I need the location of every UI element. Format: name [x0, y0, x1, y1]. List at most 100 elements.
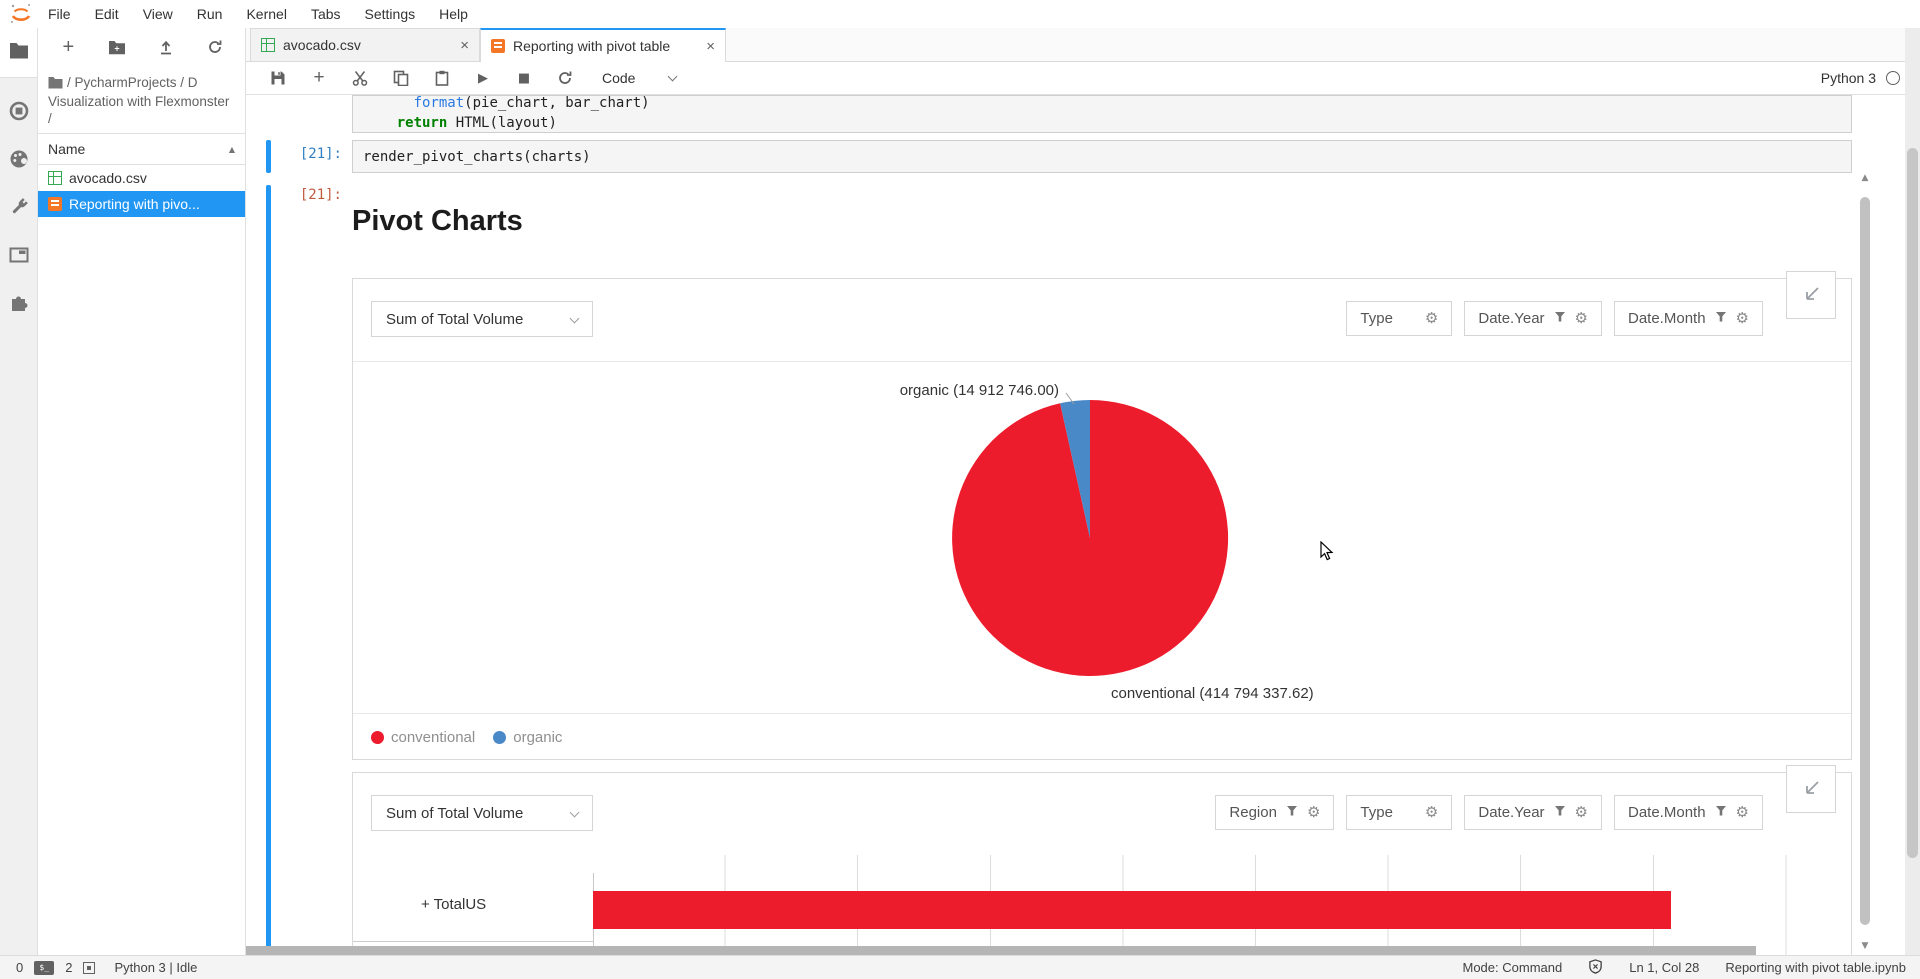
save-button[interactable] — [268, 68, 288, 88]
sidebar-tab-file-browser[interactable] — [0, 28, 37, 78]
horizontal-scrollbar-thumb[interactable] — [246, 946, 1756, 955]
gear-icon[interactable]: ⚙ — [1424, 803, 1439, 821]
mouse-cursor — [1320, 540, 1334, 567]
file-list-name-header[interactable]: Name ▲ — [38, 133, 245, 165]
cursor-position[interactable]: Ln 1, Col 28 — [1629, 960, 1700, 975]
filter-chip-date-month[interactable]: Date.Month ⚙ — [1614, 795, 1763, 830]
restart-kernel-button[interactable] — [555, 68, 575, 88]
filter-chip-type[interactable]: Type ⚙ — [1346, 795, 1453, 830]
minimize-chart-button[interactable] — [1786, 271, 1836, 319]
trust-shield-icon — [1588, 958, 1603, 977]
gear-icon[interactable]: ⚙ — [1735, 803, 1749, 821]
code-cell-input[interactable]: render_pivot_charts(charts) — [352, 140, 1852, 173]
kernel-status-icon — [1886, 71, 1900, 85]
menu-run[interactable]: Run — [196, 6, 223, 22]
sidebar-tab-extensions[interactable] — [0, 292, 37, 318]
sidebar-tab-running[interactable] — [0, 100, 37, 126]
funnel-icon[interactable] — [1715, 310, 1727, 327]
pie-slice-conventional[interactable] — [952, 399, 1229, 676]
file-row-reporting-notebook[interactable]: Reporting with pivo... — [38, 191, 245, 217]
funnel-icon[interactable] — [1554, 310, 1566, 327]
legend-item-conventional[interactable]: conventional — [371, 729, 475, 746]
terminals-count[interactable]: 0 — [16, 960, 24, 975]
pie-label-organic: organic (14 912 746.00) — [900, 382, 1059, 399]
menu-tabs[interactable]: Tabs — [310, 6, 341, 22]
stop-circle-icon — [9, 101, 29, 126]
menu-edit[interactable]: Edit — [94, 6, 119, 22]
filter-chip-date-year[interactable]: Date.Year ⚙ — [1464, 795, 1602, 830]
filter-chip-region[interactable]: Region ⚙ — [1215, 795, 1335, 830]
cell-collapser[interactable] — [266, 140, 271, 173]
copy-cells-button[interactable] — [391, 68, 411, 88]
filter-chip-date-year[interactable]: Date.Year ⚙ — [1464, 301, 1602, 336]
bar-totalus[interactable] — [593, 891, 1671, 929]
notebook-toolbar: + ▶ ■ Code Python 3 — [246, 62, 1920, 95]
run-cell-button[interactable]: ▶ — [478, 70, 488, 86]
vertical-scrollbar-thumb[interactable] — [1860, 197, 1870, 925]
gear-icon[interactable]: ⚙ — [1306, 803, 1321, 821]
menu-view[interactable]: View — [142, 6, 173, 22]
filter-chip-date-month[interactable]: Date.Month ⚙ — [1614, 301, 1763, 336]
cut-cells-button[interactable] — [350, 68, 370, 88]
funnel-icon[interactable] — [1715, 804, 1727, 821]
new-folder-button[interactable]: + — [103, 34, 131, 60]
filter-chip-type[interactable]: Type ⚙ — [1346, 301, 1453, 336]
cell-collapser[interactable] — [266, 185, 271, 951]
tab-avocado-csv[interactable]: avocado.csv × — [250, 28, 480, 61]
sidebar-tab-property-inspector[interactable] — [0, 196, 37, 222]
notebook-file-icon — [491, 39, 505, 53]
gear-icon[interactable]: ⚙ — [1424, 309, 1439, 327]
notebook-scrollbar[interactable]: ▲ ▼ — [1857, 173, 1873, 951]
measure-dropdown[interactable]: Sum of Total Volume — [371, 301, 593, 337]
menu-settings[interactable]: Settings — [364, 6, 416, 22]
command-mode-indicator[interactable]: Mode: Command — [1462, 960, 1563, 975]
chevron-down-icon — [569, 313, 580, 323]
puzzle-icon — [9, 293, 29, 318]
pie-chart-area: organic (14 912 746.00) conventional (41… — [353, 361, 1851, 713]
kernel-status-text[interactable]: Python 3 | Idle — [114, 960, 198, 975]
paste-cells-button[interactable] — [432, 68, 452, 88]
chevron-down-icon — [668, 71, 678, 81]
tab-reporting-notebook[interactable]: Reporting with pivot table × — [480, 28, 726, 62]
funnel-icon[interactable] — [1286, 804, 1298, 821]
scroll-down-icon[interactable]: ▼ — [1861, 941, 1869, 951]
add-cell-button[interactable]: + — [313, 67, 325, 88]
pie-slice-organic[interactable] — [1060, 400, 1090, 538]
bar-chart-area: + TotalUS — [353, 855, 1851, 955]
window-scrollbar-thumb[interactable] — [1907, 148, 1918, 858]
minimize-chart-button[interactable] — [1786, 765, 1836, 813]
new-launcher-button[interactable]: + — [62, 35, 75, 58]
pie-label-conventional: conventional (414 794 337.62) — [1111, 685, 1314, 702]
funnel-icon[interactable] — [1554, 804, 1566, 821]
input-prompt: [21]: — [299, 146, 342, 162]
menu-help[interactable]: Help — [439, 6, 468, 22]
gear-icon[interactable]: ⚙ — [1574, 309, 1588, 327]
menu-kernel[interactable]: Kernel — [246, 6, 287, 22]
menu-file[interactable]: File — [48, 6, 71, 22]
legend-item-organic[interactable]: organic — [493, 729, 562, 746]
pivot-toolbar: Sum of Total Volume Type ⚙ Date.Year ⚙ — [353, 271, 1851, 361]
breadcrumb[interactable]: / PycharmProjects / D Visualization with… — [48, 75, 230, 126]
row-separator — [353, 941, 593, 942]
upload-button[interactable] — [152, 34, 180, 60]
bar-row-label[interactable]: + TotalUS — [421, 896, 487, 913]
kernel-indicator[interactable]: Python 3 — [1821, 70, 1900, 86]
kernels-count[interactable]: 2 — [65, 960, 73, 975]
notebook-file-icon — [48, 197, 62, 211]
pivot-chart-bar: Sum of Total Volume Region ⚙ Type ⚙ — [352, 765, 1852, 955]
gear-icon[interactable]: ⚙ — [1735, 309, 1749, 327]
gear-icon[interactable]: ⚙ — [1574, 803, 1588, 821]
code-cell-partial[interactable]: format(pie_chart, bar_chart) return HTML… — [352, 95, 1852, 133]
file-row-avocado-csv[interactable]: avocado.csv — [38, 165, 245, 191]
stop-kernel-button[interactable]: ■ — [517, 70, 531, 86]
close-tab-icon[interactable]: × — [706, 37, 715, 55]
refresh-button[interactable] — [201, 34, 229, 60]
window-scrollbar[interactable] — [1905, 28, 1920, 955]
cell-type-dropdown[interactable]: Code — [602, 70, 678, 86]
sidebar-tab-open-tabs[interactable] — [0, 244, 37, 270]
tab-bar: avocado.csv × Reporting with pivot table… — [246, 28, 1920, 62]
scroll-up-icon[interactable]: ▲ — [1861, 173, 1869, 183]
sidebar-tab-commands[interactable] — [0, 148, 37, 174]
measure-dropdown[interactable]: Sum of Total Volume — [371, 795, 593, 831]
close-tab-icon[interactable]: × — [460, 36, 469, 54]
